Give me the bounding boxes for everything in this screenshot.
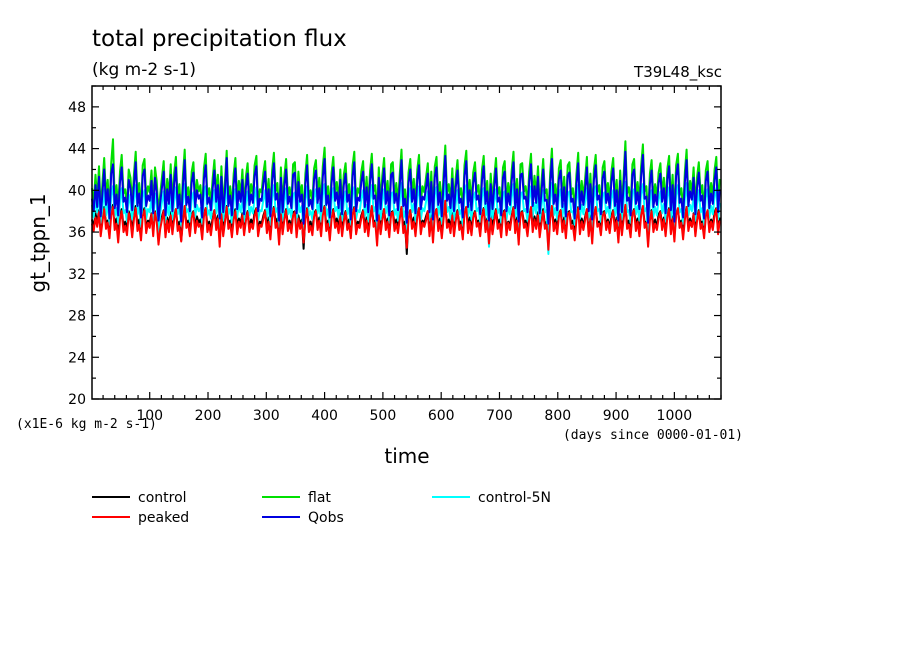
x-tick-label: 600 — [428, 408, 455, 424]
x-tick-label: 200 — [195, 408, 222, 424]
y-tick-label: 36 — [68, 225, 86, 241]
y-axis-label: gt_tppn_1 — [26, 193, 50, 292]
legend-label-control-5n: control-5N — [478, 490, 551, 506]
legend-label-qobs: Qobs — [308, 510, 344, 526]
x-tick-label: 900 — [603, 408, 630, 424]
legend-label-flat: flat — [308, 490, 331, 506]
x-units-note: (days since 0000-01-01) — [563, 428, 743, 443]
legend-label-peaked: peaked — [138, 510, 189, 526]
chart-title: total precipitation flux — [92, 26, 347, 52]
y-tick-label: 20 — [68, 392, 86, 408]
x-tick-label: 500 — [370, 408, 397, 424]
y-tick-label: 48 — [68, 100, 86, 116]
series-layer — [91, 138, 721, 255]
x-axis: 100 200 300 400 500 600 700 800 900 1000 — [102, 86, 722, 424]
y-tick-label: 28 — [68, 309, 86, 325]
y-tick-label: 24 — [68, 350, 86, 366]
y-axis: 20 24 28 32 36 40 44 48 — [68, 85, 721, 408]
x-tick-label: 100 — [136, 408, 163, 424]
run-label: T39L48_ksc — [633, 63, 722, 82]
series-line-peaked — [91, 199, 721, 251]
x-axis-label: time — [384, 444, 429, 468]
x-tick-label: 700 — [486, 408, 513, 424]
legend: control peaked flat Qobs control-5N — [92, 490, 551, 526]
y-scale-note: (x1E-6 kg m-2 s-1) — [16, 417, 157, 432]
x-tick-label: 800 — [544, 408, 571, 424]
x-tick-label: 1000 — [657, 408, 693, 424]
x-tick-label: 400 — [311, 408, 338, 424]
y-tick-label: 32 — [68, 267, 86, 283]
y-tick-label: 40 — [68, 183, 86, 199]
y-tick-label: 44 — [68, 142, 86, 158]
series-line-qobs — [91, 150, 721, 225]
chart-subtitle: (kg m-2 s-1) — [92, 60, 196, 80]
x-tick-label: 300 — [253, 408, 280, 424]
legend-label-control: control — [138, 490, 187, 506]
